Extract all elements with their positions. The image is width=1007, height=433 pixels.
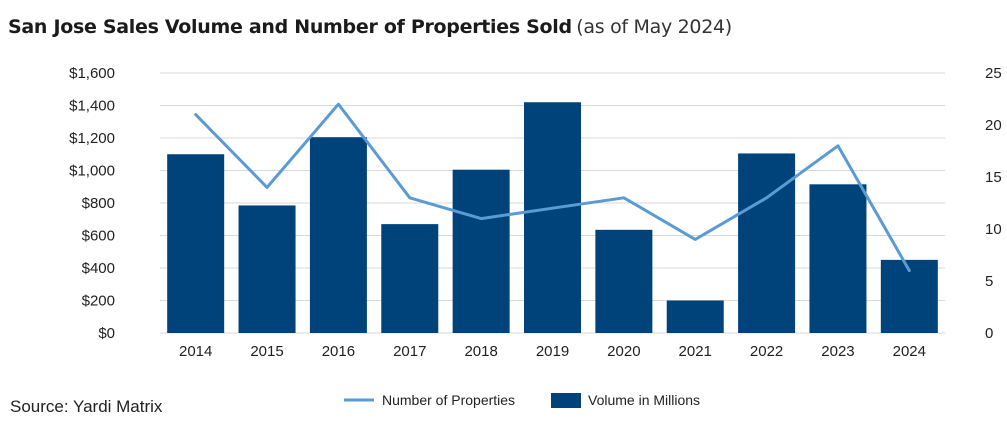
y-left-tick-label: $1,200 — [69, 130, 115, 147]
bar-2017 — [381, 224, 439, 333]
bar-2019 — [524, 102, 581, 333]
y-right-tick-label: 0 — [985, 325, 993, 342]
x-tick-label: 2017 — [393, 343, 426, 360]
y-right-tick-label: 10 — [985, 221, 1002, 238]
y-left-tick-label: $200 — [82, 293, 115, 310]
bar-2022 — [738, 153, 796, 333]
legend: Number of Properties Volume in Millions — [344, 392, 700, 408]
y-left-tick-label: $1,000 — [69, 163, 115, 180]
y-left-tick-label: $400 — [82, 260, 115, 277]
x-tick-label: 2024 — [893, 343, 926, 360]
bar-2015 — [238, 205, 296, 333]
legend-label-line: Number of Properties — [382, 392, 515, 408]
y-left-tick-label: $600 — [82, 228, 115, 245]
x-axis: 2014 2015 2016 2017 2018 2019 2020 2021 2022 2023… — [179, 343, 926, 360]
x-tick-label: 2021 — [679, 343, 712, 360]
x-tick-label: 2019 — [536, 343, 569, 360]
bar-2014 — [167, 154, 225, 333]
chart-subtitle: (as of May 2024) — [576, 16, 732, 38]
bar-2018 — [452, 169, 510, 333]
x-tick-label: 2018 — [464, 343, 497, 360]
x-tick-label: 2016 — [322, 343, 355, 360]
y-right-tick-label: 5 — [985, 273, 993, 290]
y-left-tick-label: $800 — [82, 195, 115, 212]
bar-2021 — [666, 300, 724, 333]
source-note: Source: Yardi Matrix — [10, 397, 163, 416]
chart-title-main: San Jose Sales Volume and Number of Prop… — [8, 16, 572, 38]
y-axis-left: $0 $200 $400 $600 $800 $1,000 $1,200 $1,400 $1,6… — [69, 65, 115, 342]
y-left-tick-label: $0 — [98, 325, 115, 342]
bar-2020 — [595, 229, 653, 333]
x-tick-label: 2014 — [179, 343, 212, 360]
y-right-tick-label: 25 — [985, 65, 1002, 82]
x-tick-label: 2020 — [607, 343, 640, 360]
y-axis-right: 0 5 10 15 20 25 — [985, 65, 1002, 342]
x-tick-label: 2015 — [250, 343, 283, 360]
chart-title: San Jose Sales Volume and Number of Prop… — [8, 16, 732, 38]
y-right-tick-label: 15 — [985, 169, 1002, 186]
y-left-tick-label: $1,400 — [69, 98, 115, 115]
x-tick-label: 2023 — [821, 343, 854, 360]
y-right-tick-label: 20 — [985, 117, 1002, 134]
bars — [167, 102, 938, 333]
legend-label-bar: Volume in Millions — [588, 392, 700, 408]
bar-2016 — [309, 137, 367, 333]
x-tick-label: 2022 — [750, 343, 783, 360]
line-series — [194, 102, 911, 273]
legend-bar-swatch — [551, 393, 581, 408]
bar-2023 — [809, 184, 867, 333]
y-left-tick-label: $1,600 — [69, 65, 115, 82]
